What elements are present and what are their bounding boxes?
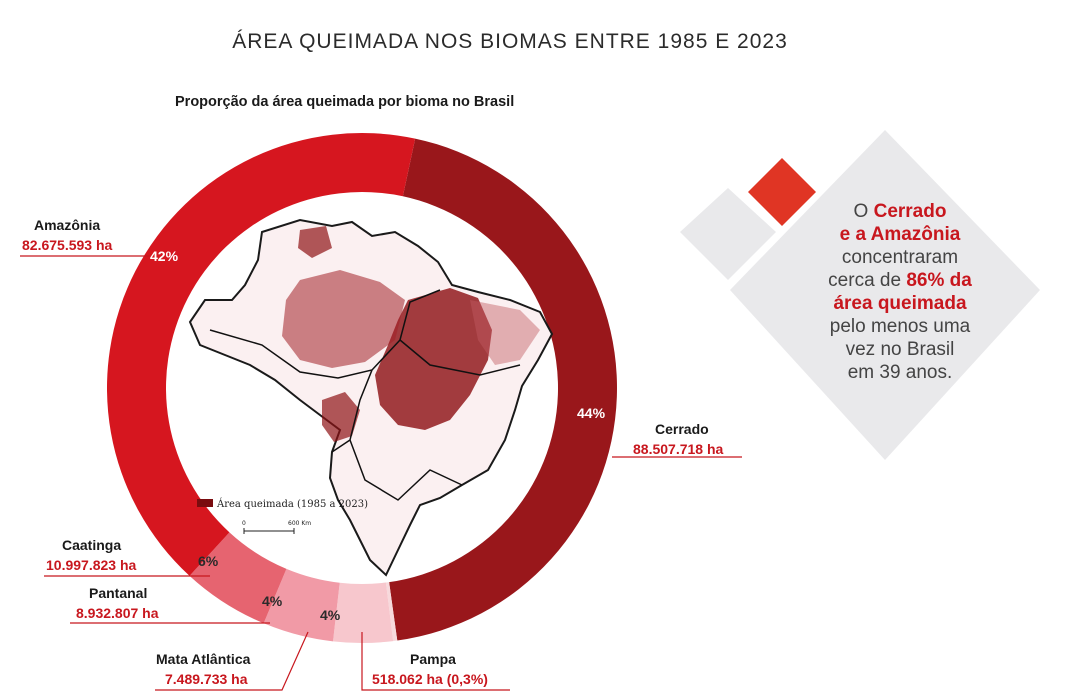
burned-area-pantanal — [322, 392, 360, 442]
donut-slice-cerrado — [389, 138, 618, 641]
label-caatinga-value: 10.997.823 ha — [46, 557, 137, 573]
leader-line-mata-atlantica — [155, 631, 309, 691]
leader-line-pampa — [361, 632, 510, 691]
callout-h1: Cerrado — [873, 201, 947, 222]
pct-cerrado: 44% — [577, 405, 606, 421]
page-title: ÁREA QUEIMADA NOS BIOMAS ENTRE 1985 E 20… — [232, 30, 788, 53]
map-scale-start: 0 — [242, 520, 246, 527]
percent-labels: 42% 44% 6% 4% 4% — [150, 248, 606, 623]
map-legend-swatch — [197, 499, 213, 507]
donut-slice-amazonia — [106, 132, 416, 576]
callout-t5: vez no Brasil — [845, 339, 955, 360]
chart-subtitle: Proporção da área queimada por bioma no … — [175, 94, 515, 110]
label-mata-atlantica-value: 7.489.733 ha — [165, 671, 248, 687]
donut-slice-mata-atlantica — [333, 582, 394, 643]
map-scale-end: 600 Km — [288, 520, 311, 527]
callout-diamond-small — [680, 188, 776, 280]
label-pampa-value: 518.062 ha (0,3%) — [372, 671, 488, 687]
callout-t6: em 39 anos. — [847, 362, 953, 383]
callout-t2: concentraram — [841, 247, 959, 268]
callout-h4: área queimada — [833, 293, 967, 314]
leader-lines — [20, 255, 742, 691]
donut-slice-pampa — [385, 582, 398, 642]
donut-slices — [106, 132, 618, 643]
label-mata-atlantica-name: Mata Atlântica — [156, 651, 251, 667]
label-caatinga-name: Caatinga — [62, 537, 121, 553]
callout-h2: e a Amazônia — [839, 224, 961, 245]
callout-diamond-large — [730, 130, 1040, 460]
burned-area-amazonia — [282, 270, 405, 368]
donut-slice-caatinga — [189, 532, 287, 624]
slice-labels: Amazônia 82.675.593 ha Cerrado 88.507.71… — [22, 217, 724, 687]
pct-amazonia: 42% — [150, 248, 179, 264]
callout-t3: cerca de — [828, 270, 907, 291]
burned-area-north — [298, 226, 332, 258]
label-pantanal-value: 8.932.807 ha — [76, 605, 159, 621]
label-cerrado-value: 88.507.718 ha — [633, 441, 724, 457]
pct-mata-atlantica: 4% — [320, 607, 341, 623]
pct-pantanal: 4% — [262, 593, 283, 609]
brazil-map: Área queimada (1985 a 2023) 0 600 Km — [188, 218, 554, 577]
callout-diamond-accent — [748, 158, 816, 226]
callout-h3: 86% da — [906, 270, 972, 291]
label-amazonia-value: 82.675.593 ha — [22, 237, 113, 253]
callout-t1: O — [853, 201, 874, 222]
label-cerrado-name: Cerrado — [655, 421, 709, 437]
callout-text: O Cerrado e a Amazônia concentraram cerc… — [786, 200, 1014, 384]
map-legend-label: Área queimada (1985 a 2023) — [216, 498, 368, 510]
callout-t4: pelo menos uma — [829, 316, 971, 337]
biome-border — [209, 289, 521, 501]
burned-area-east — [470, 300, 540, 365]
label-pampa-name: Pampa — [410, 651, 456, 667]
donut-slice-pantanal — [263, 568, 340, 642]
pct-caatinga: 6% — [198, 553, 219, 569]
label-amazonia-name: Amazônia — [34, 217, 100, 233]
label-pantanal-name: Pantanal — [89, 585, 147, 601]
